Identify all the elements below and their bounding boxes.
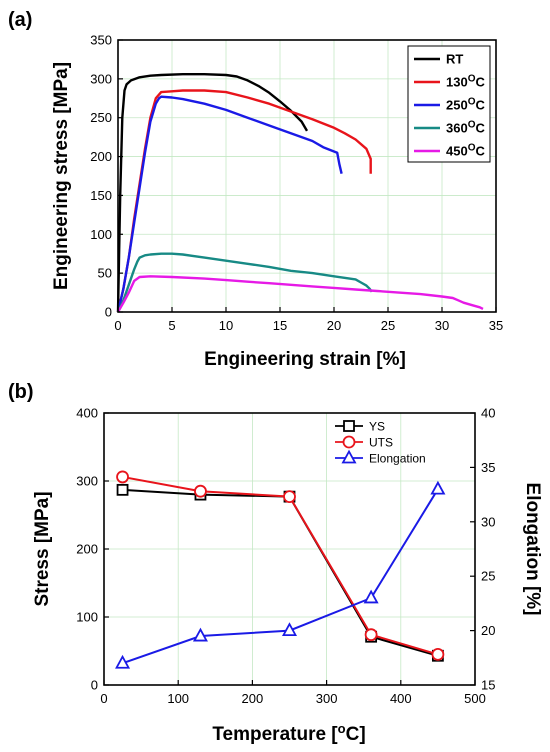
tick-label-x: 10 [219,318,233,333]
tick-label-y: 300 [90,71,112,86]
tick-label-x: 200 [242,691,264,706]
data-point-Elongation [363,589,379,604]
tick-label-y: 250 [90,110,112,125]
tick-label-x: 500 [464,691,486,706]
series-line-Elongation [122,488,439,665]
data-point-Elongation [281,622,298,636]
tick-label-y: 100 [76,610,98,625]
tick-label-y2: 35 [481,460,495,475]
series-line-360 [116,252,373,313]
tick-label-y2: 20 [481,623,495,638]
legend-label: 450OC [446,143,485,159]
panel-label-b: (b) [8,381,34,403]
tick-label-y: 400 [76,406,98,421]
data-point-UTS [431,648,445,661]
tick-label-y: 350 [90,33,112,48]
legend-marker [341,449,357,464]
y-axis-title-b: Stress [MPa] [32,491,53,606]
grid-b [104,413,475,685]
legend-label: YS [369,420,385,434]
tick-label-y2: 25 [481,569,495,584]
plot-area-b [115,470,446,669]
tick-label-x: 100 [167,691,189,706]
legend-label: RT [446,52,463,67]
tick-label-y: 0 [105,305,112,320]
y2-axis-title-b: Elongation [%] [522,483,543,616]
series-line-RT [116,72,309,313]
legend-a: RT 130OC 250OC 360OC 450OC [407,45,491,163]
plot-frame-a [117,39,497,313]
tick-label-y2: 15 [481,678,495,693]
legend-marker [343,420,355,432]
tick-label-x: 0 [114,318,121,333]
tick-label-x: 15 [273,318,287,333]
legend-label: UTS [369,436,393,450]
tick-label-y: 300 [76,474,98,489]
legend-label: 360OC [446,120,485,136]
panel-b: (b) 0 100 200 300 400 500 0 100 200 300 400 15 20 25 3… [8,381,543,745]
series-line-130 [116,89,372,313]
tick-label-x: 25 [381,318,395,333]
tick-label-y2: 40 [481,406,495,421]
panel-a: (a) 0 5 10 15 20 25 30 35050100150200250300350 … [8,9,503,370]
tick-label-x: 0 [100,691,107,706]
panel-label-a: (a) [8,9,32,31]
ticks-b: 0 100 200 300 400 500 0 100 200 300 400 15 20 25 30 35 4… [76,406,495,707]
legend-label: 250OC [446,97,485,113]
legend-label: Elongation [369,452,426,466]
data-point-UTS [364,628,378,642]
tick-label-x: 300 [316,691,338,706]
x-axis-title-a: Engineering strain [%] [204,349,406,370]
legend-marker [342,435,356,449]
legend-label: 130OC [446,74,485,90]
series-line-450 [116,275,484,313]
data-point-Elongation [430,480,446,495]
tick-label-y: 0 [91,678,98,693]
y-axis-title-a: Engineering stress [MPa] [51,62,72,290]
data-point-YS [116,483,129,496]
data-point-Elongation [115,654,131,669]
tick-label-y2: 30 [481,514,495,529]
data-point-UTS [194,484,207,498]
tick-label-y: 150 [90,188,112,203]
tick-label-y: 200 [76,542,98,557]
tick-label-x: 5 [168,318,175,333]
plot-area-a [116,72,484,313]
legend-b: YS UTS Elongation [335,420,426,466]
tick-label-x: 30 [435,318,449,333]
tick-label-y: 100 [90,227,112,242]
series-line-250 [116,95,343,313]
tick-label-x: 20 [327,318,341,333]
tick-label-x: 400 [390,691,412,706]
tick-label-y: 200 [90,149,112,164]
data-point-UTS [116,470,129,484]
x-axis-title-b: Temperature [oC] [212,721,365,745]
data-point-Elongation [192,627,208,642]
tick-label-y: 50 [98,266,112,281]
data-point-UTS [283,490,296,504]
tick-label-x: 35 [489,318,503,333]
